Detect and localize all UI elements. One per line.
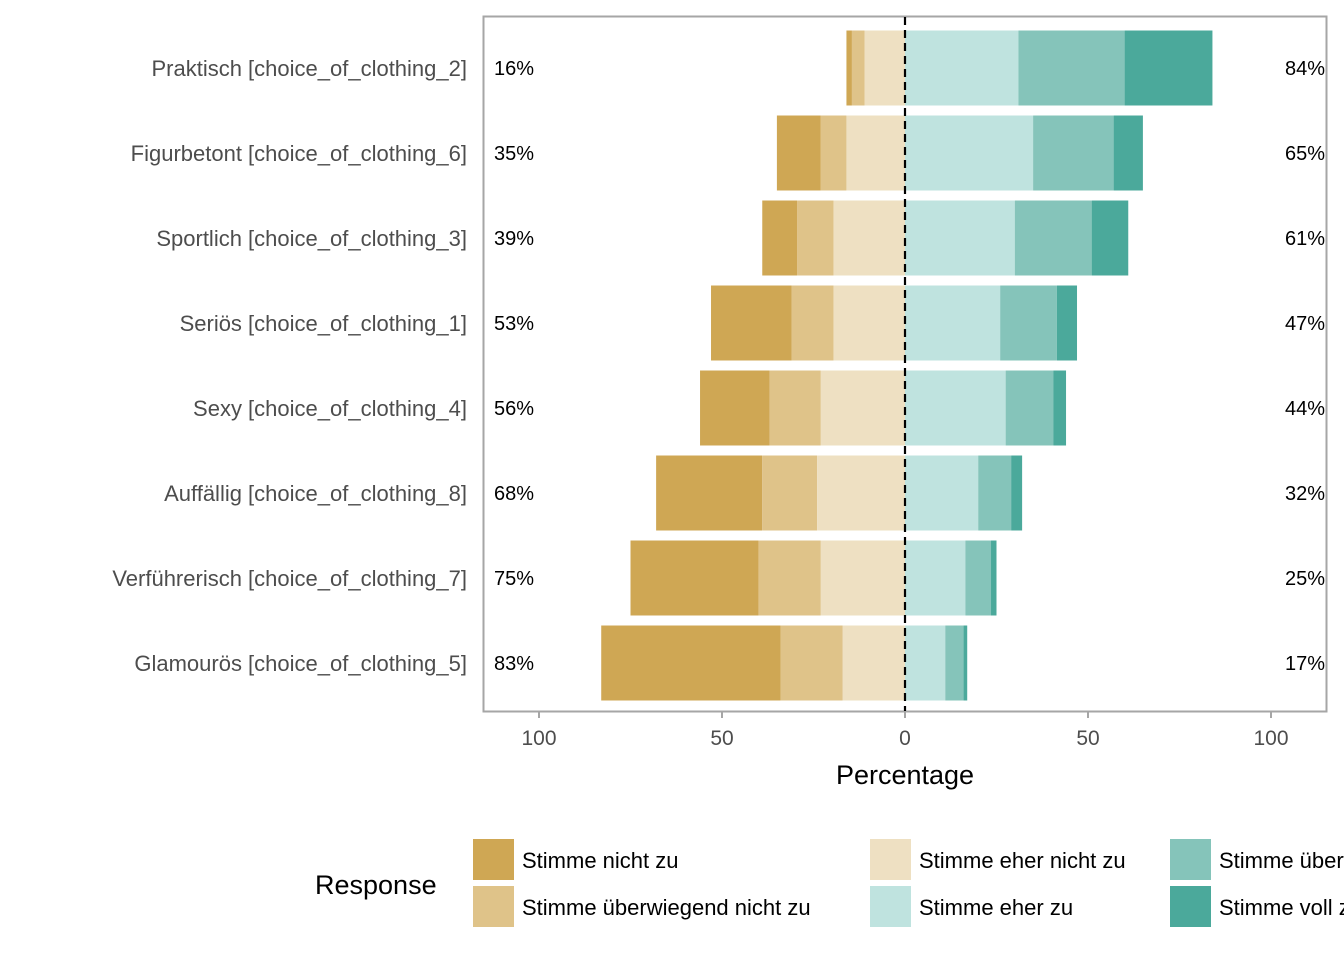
bar-segment [820, 540, 905, 616]
legend-label: Stimme eher zu [919, 895, 1073, 920]
bar-segment [842, 625, 905, 701]
bar-segment [833, 200, 905, 276]
legend-title: Response [315, 870, 437, 900]
left-percent-label: 16% [494, 58, 534, 80]
x-tick-label: 100 [1253, 727, 1288, 750]
bar-segment [905, 285, 1001, 361]
legend-swatch [473, 886, 514, 927]
bar-segment [780, 625, 843, 701]
bar-segment [963, 625, 968, 701]
bar-segment [905, 200, 1015, 276]
bar-segment [905, 370, 1006, 446]
right-percent-label: 84% [1285, 58, 1325, 80]
category-labels: Praktisch [choice_of_clothing_2] Figurbet… [112, 56, 467, 676]
right-percent-label: 65% [1285, 143, 1325, 165]
bar-segment [1018, 30, 1125, 106]
right-percent-label: 61% [1285, 228, 1325, 250]
legend-label: Stimme nicht zu [522, 848, 679, 873]
bar-segment [851, 30, 865, 106]
legend-swatch [870, 886, 911, 927]
category-label: Figurbetont [choice_of_clothing_6] [131, 141, 467, 166]
bar-segment [601, 625, 781, 701]
category-label: Seriös [choice_of_clothing_1] [180, 311, 467, 336]
category-label: Glamourös [choice_of_clothing_5] [134, 651, 467, 676]
bar-segment [820, 370, 905, 446]
bar-segment [776, 115, 821, 191]
bar-segment [905, 455, 979, 531]
category-label: Auffällig [choice_of_clothing_8] [164, 481, 467, 506]
bar-segment [905, 625, 946, 701]
left-percent-label: 39% [494, 228, 534, 250]
left-percent-label: 53% [494, 313, 534, 335]
bar-segment [1005, 370, 1054, 446]
bar-segment [1113, 115, 1143, 191]
bar-segment [791, 285, 834, 361]
bar-segment [711, 285, 792, 361]
category-label: Sexy [choice_of_clothing_4] [193, 396, 467, 421]
bar-segment [965, 540, 992, 616]
bar-segment [1091, 200, 1129, 276]
bar-segment [817, 455, 905, 531]
bar-segment [1124, 30, 1213, 106]
bar-segment [846, 30, 852, 106]
category-label: Sportlich [choice_of_clothing_3] [156, 226, 467, 251]
legend-label: Stimme voll zu [1219, 895, 1344, 920]
left-percent-label: 35% [494, 143, 534, 165]
bar-segment [797, 200, 834, 276]
x-tick-label: 100 [521, 727, 556, 750]
bar-segment [905, 115, 1034, 191]
right-percent-label: 44% [1285, 398, 1325, 420]
left-percent-label: 56% [494, 398, 534, 420]
bar-segment [978, 455, 1012, 531]
legend-swatch [1170, 839, 1211, 880]
bar-segment [1014, 200, 1092, 276]
left-percent-label: 83% [494, 653, 534, 675]
bar-segment [945, 625, 964, 701]
bar-segment [758, 540, 821, 616]
right-percent-label: 17% [1285, 653, 1325, 675]
bar-segment [762, 200, 798, 276]
right-percent-label: 32% [1285, 483, 1325, 505]
category-label: Verführerisch [choice_of_clothing_7] [112, 566, 467, 591]
legend: Stimme nicht zu Stimme überwiegend nicht … [473, 839, 1344, 927]
bar-segment [905, 540, 966, 616]
right-percent-label: 47% [1285, 313, 1325, 335]
legend-label: Stimme überwiegend nicht zu [522, 895, 811, 920]
legend-label: Stimme überwiegend zu [1219, 848, 1344, 873]
x-axis-ticks: 100 50 0 50 100 [521, 711, 1289, 750]
x-tick-label: 50 [710, 727, 733, 750]
x-tick-label: 50 [1076, 727, 1099, 750]
x-axis-title: Percentage [836, 760, 974, 790]
category-label: Praktisch [choice_of_clothing_2] [151, 56, 467, 81]
bar-segment [656, 455, 763, 531]
bar-segment [833, 285, 905, 361]
bar-segment [1033, 115, 1114, 191]
bar-segment [630, 540, 759, 616]
legend-swatch [473, 839, 514, 880]
bar-segment [1000, 285, 1057, 361]
bar-segment [762, 455, 818, 531]
legend-label: Stimme eher nicht zu [919, 848, 1126, 873]
left-percent-label: 75% [494, 568, 534, 590]
bar-segment [1056, 285, 1078, 361]
x-tick-label: 0 [899, 727, 911, 750]
right-percent-label: 25% [1285, 568, 1325, 590]
percent-labels: 16% 84% 35% 65% 39% 61% 53% 47% 56% 44% 68% 32% 75% 2… [494, 58, 1325, 675]
bars [601, 30, 1213, 701]
bar-segment [846, 115, 905, 191]
bar-segment [700, 370, 770, 446]
legend-swatch [1170, 886, 1211, 927]
bar-segment [991, 540, 997, 616]
bar-segment [769, 370, 821, 446]
left-percent-label: 68% [494, 483, 534, 505]
legend-swatch [870, 839, 911, 880]
bar-segment [820, 115, 847, 191]
bar-segment [1053, 370, 1067, 446]
bar-segment [1011, 455, 1023, 531]
bar-segment [864, 30, 905, 106]
bar-segment [905, 30, 1019, 106]
